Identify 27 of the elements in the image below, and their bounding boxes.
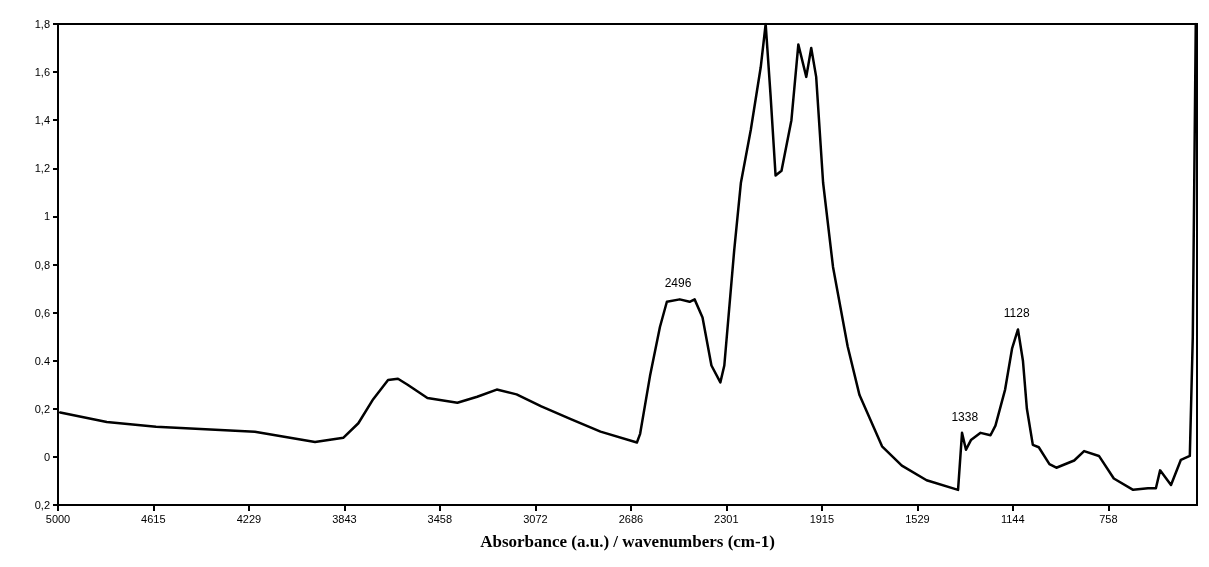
x-tick-label: 4229	[236, 512, 262, 525]
annotation: 1338	[951, 409, 979, 424]
y-tick-label: 0,2	[34, 499, 50, 511]
y-tick-label: 1,8	[34, 18, 50, 30]
x-tick-label: 4615	[141, 512, 166, 525]
annotation: 2496	[664, 276, 692, 291]
x-tick-label: 1529	[905, 512, 930, 525]
x-tick-label: 2686	[618, 512, 644, 525]
y-tick-label: 1,6	[34, 66, 50, 79]
y-tick-label: 1,2	[34, 162, 50, 175]
y-tick-label: 1	[43, 210, 50, 223]
y-tick-label: 0	[43, 450, 50, 463]
x-axis-title: Absorbance (a.u.) / wavenumbers (cm-1)	[480, 532, 775, 551]
annotation: 1128	[1003, 306, 1030, 321]
x-tick-label: 1144	[1000, 512, 1025, 525]
x-tick-label: 5000	[45, 512, 71, 525]
x-tick-label: 3072	[523, 512, 548, 525]
x-tick-label: 3843	[332, 512, 357, 525]
x-tick-label: 2301	[714, 512, 739, 525]
x-tick-label: 758	[1099, 512, 1118, 525]
y-tick-label: 0,8	[34, 258, 50, 271]
x-tick-label: 1915	[809, 512, 835, 525]
x-tick-label: 3458	[427, 512, 453, 525]
y-tick-label: 0,6	[34, 306, 50, 319]
y-tick-label: 0.4	[34, 354, 50, 367]
y-tick-label: 0,2	[34, 402, 50, 415]
y-tick-label: 1,4	[34, 114, 50, 127]
